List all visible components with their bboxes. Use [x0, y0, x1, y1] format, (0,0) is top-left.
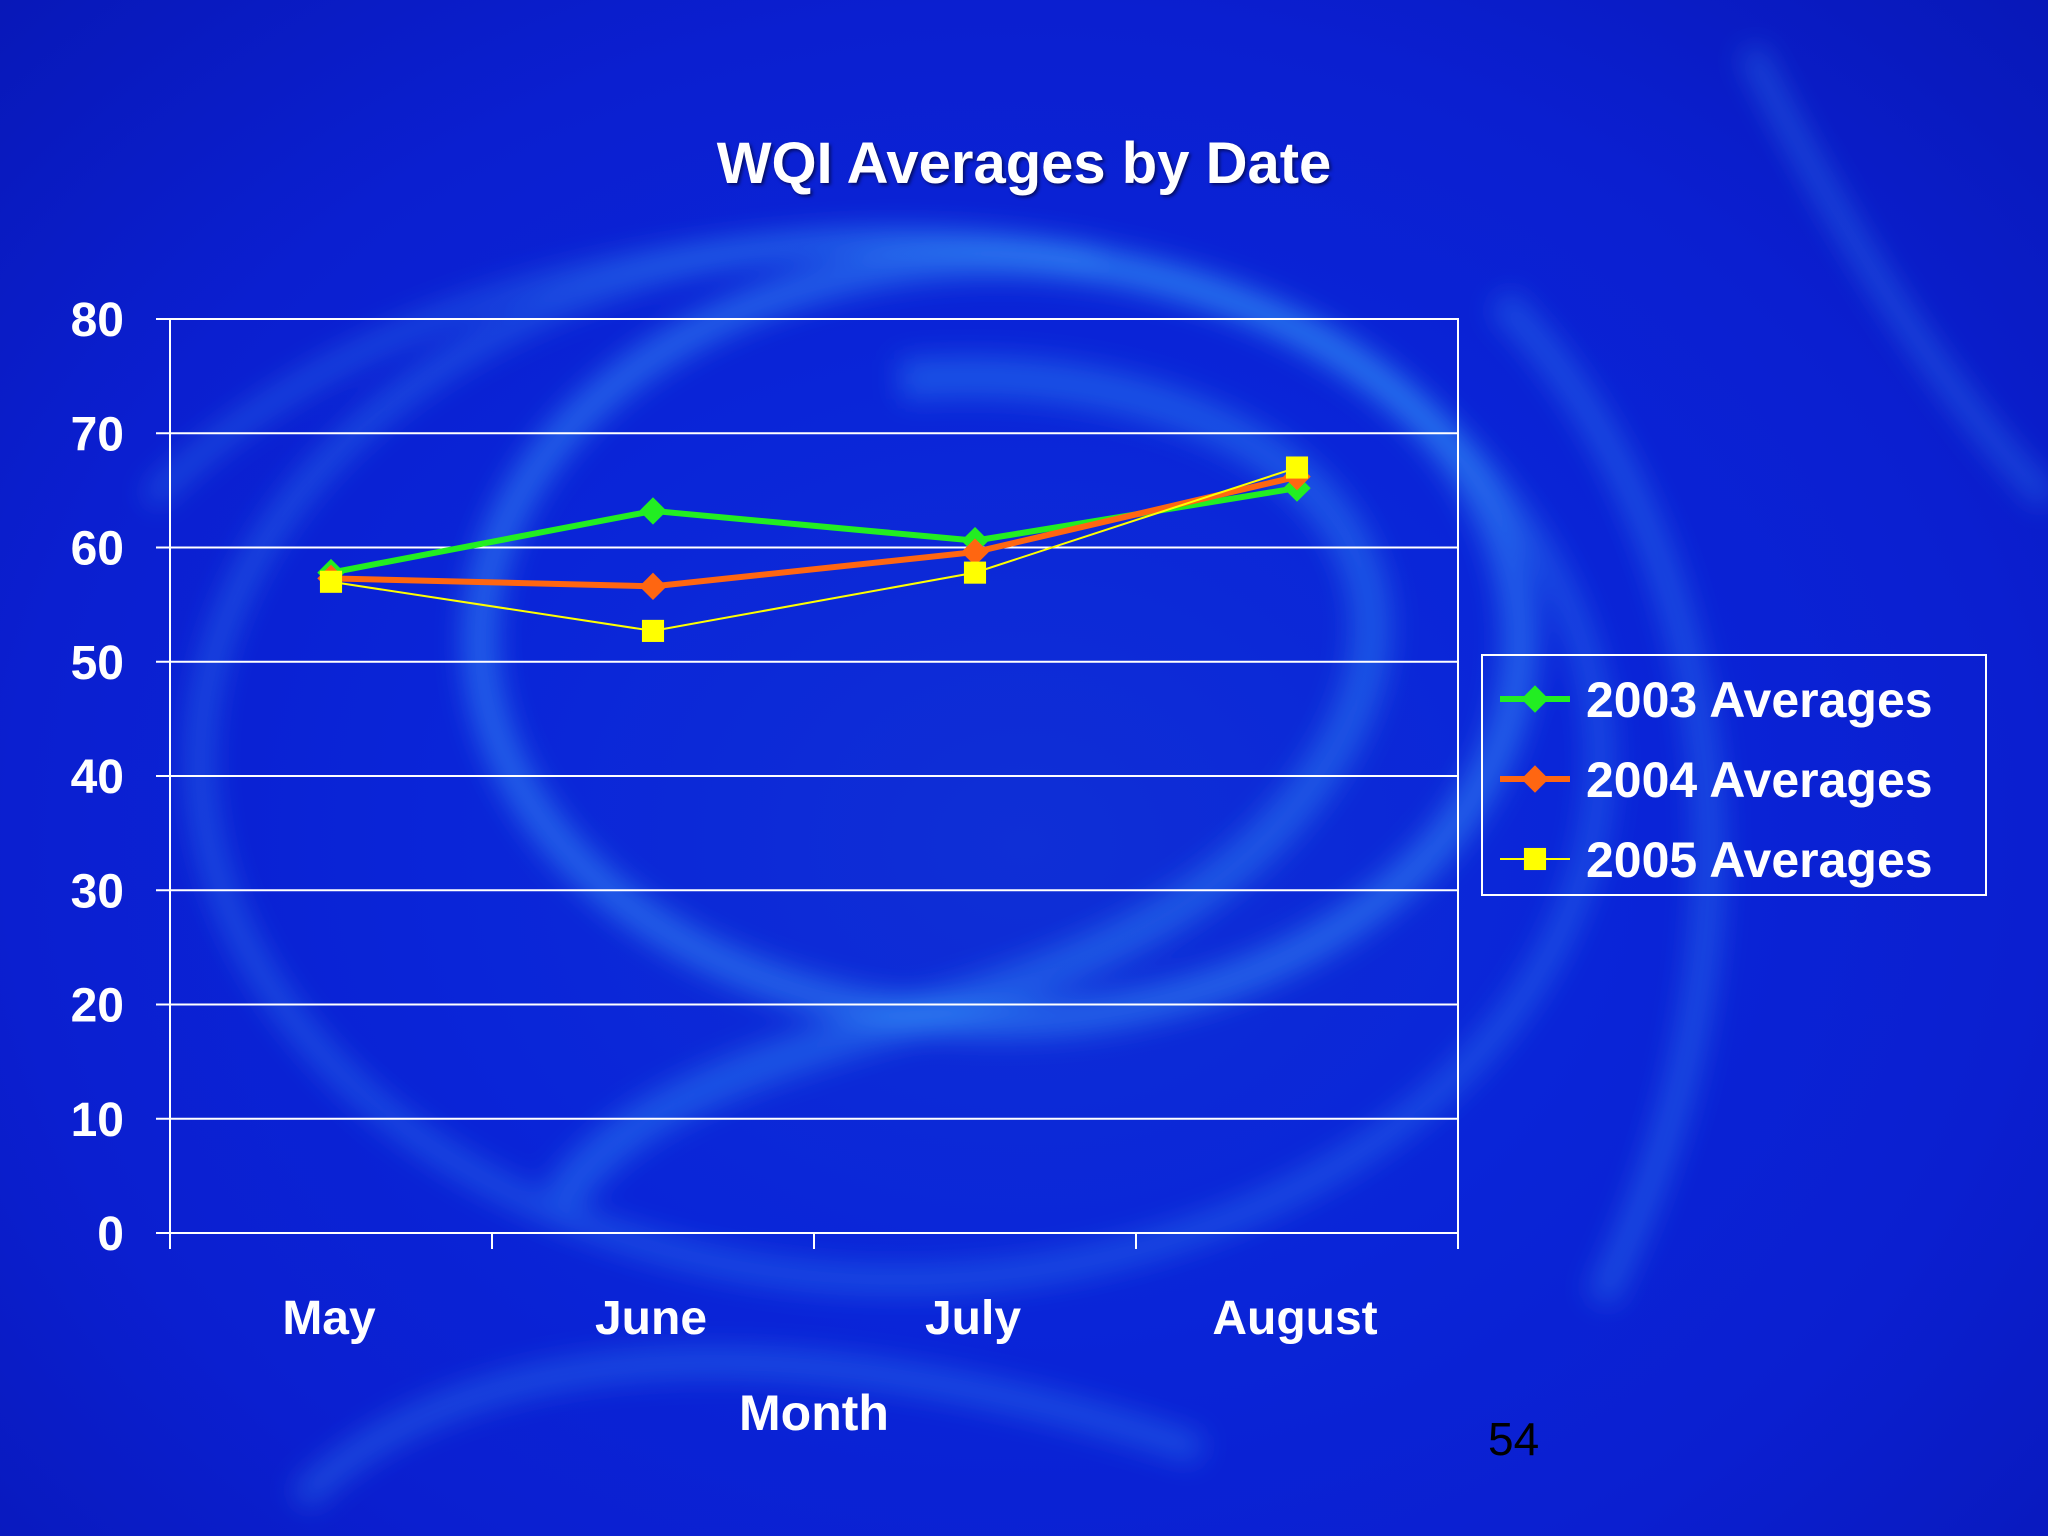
x-tick-label: August	[1212, 1292, 1377, 1345]
series-line	[330, 485, 1298, 576]
y-tick-label: 0	[97, 1208, 124, 1261]
data-point	[1285, 456, 1309, 479]
x-tick-label: May	[282, 1292, 376, 1345]
data-point	[319, 570, 343, 593]
x-tick-label: July	[925, 1292, 1021, 1345]
y-tick-label: 10	[71, 1094, 124, 1147]
y-tick-label: 20	[71, 980, 124, 1033]
legend-label: 2004 Averages	[1586, 752, 1933, 808]
y-tick-label: 70	[71, 408, 124, 461]
chart-title: WQI Averages by Date	[716, 131, 1332, 196]
legend-label: 2005 Averages	[1586, 832, 1933, 888]
data-point	[639, 572, 667, 601]
data-point	[641, 619, 665, 642]
page-number: 54	[1488, 1413, 1540, 1465]
x-tick-label: June	[595, 1292, 707, 1345]
data-point	[639, 497, 667, 525]
legend-swatch-marker	[1521, 685, 1549, 713]
data-point	[963, 561, 987, 584]
y-tick-label: 60	[71, 523, 124, 576]
legend-box	[1481, 654, 1987, 896]
y-tick-label: 40	[71, 751, 124, 804]
x-axis-title: Month	[739, 1385, 889, 1441]
series-line	[330, 473, 1298, 590]
legend-swatch-marker	[1521, 765, 1549, 793]
series-line	[330, 466, 1298, 632]
y-tick-label: 50	[71, 637, 124, 690]
y-tick-label: 30	[71, 865, 124, 918]
legend-swatch-marker	[1523, 847, 1547, 871]
legend-label: 2003 Averages	[1586, 672, 1933, 728]
y-tick-label: 80	[71, 294, 124, 347]
